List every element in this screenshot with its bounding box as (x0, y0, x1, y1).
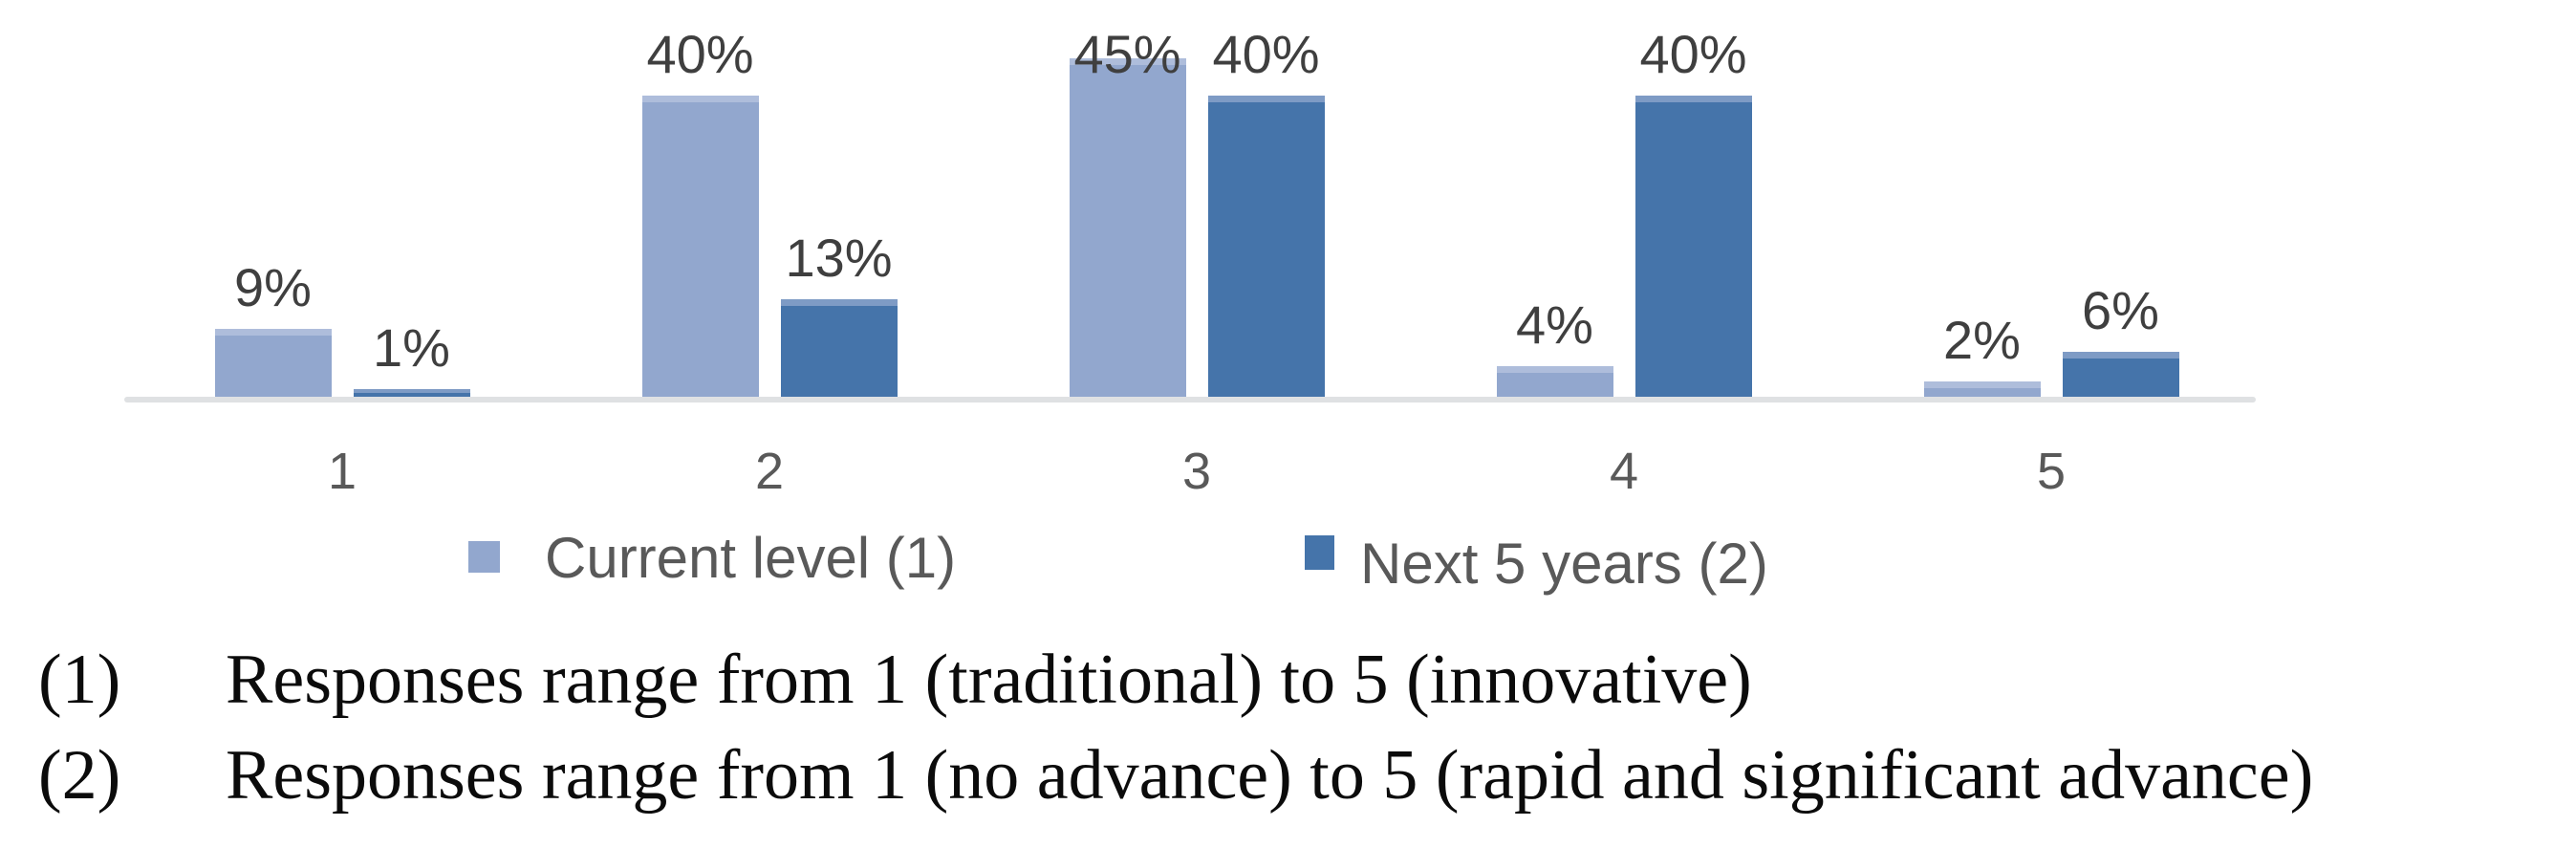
legend-label-series2: Next 5 years (2) (1360, 532, 1768, 596)
legend-swatch-series1 (468, 541, 500, 573)
bar-chart: 9% 1% 1 40% 13% 2 45% 40% 3 4% 40% 4 2% 6% 5 (124, 24, 2256, 500)
bar-value-label: 9% (234, 257, 312, 317)
x-axis-tick-4: 4 (1609, 443, 1639, 500)
bar-value-label: 40% (1212, 24, 1320, 84)
bar-series2-cat2 (780, 299, 898, 397)
footnote-1: (1) Responses range from 1 (traditional) … (0, 632, 2576, 728)
bar-value-label: 6% (2082, 280, 2159, 340)
x-axis-tick-3: 3 (1181, 443, 1212, 500)
footnote-marker: (1) (38, 641, 121, 719)
bar-value-label: 45% (1073, 24, 1181, 84)
bar-series1-cat1 (214, 329, 332, 397)
legend-swatch-series2 (1305, 535, 1334, 570)
bar-value-label: 2% (1943, 310, 2021, 370)
x-axis-tick-2: 2 (754, 443, 785, 500)
bar-series1-cat4 (1496, 366, 1613, 397)
bar-series1-cat3 (1069, 58, 1186, 397)
bar-series1-cat2 (641, 96, 759, 397)
footnote-text: Responses range from 1 (traditional) to … (226, 641, 1752, 719)
bar-value-label: 1% (373, 317, 450, 378)
bar-value-label: 40% (646, 24, 754, 84)
footnote-2: (2) Responses range from 1 (no advance) t… (0, 728, 2576, 823)
legend-label-series1: Current level (1) (545, 526, 957, 590)
footnote-text: Responses range from 1 (no advance) to 5… (226, 736, 2314, 815)
bar-series2-cat1 (353, 389, 470, 397)
bar-value-label: 40% (1639, 24, 1747, 84)
bar-series2-cat4 (1634, 96, 1752, 397)
bar-series1-cat5 (1923, 381, 2041, 397)
x-axis-tick-5: 5 (2036, 443, 2067, 500)
footnote-marker: (2) (38, 736, 121, 815)
x-axis-tick-1: 1 (327, 443, 357, 500)
bar-series2-cat5 (2062, 352, 2179, 397)
x-axis-line (124, 397, 2256, 402)
bar-value-label: 4% (1516, 294, 1593, 355)
bar-value-label: 13% (785, 228, 893, 288)
bar-series2-cat3 (1207, 96, 1325, 397)
